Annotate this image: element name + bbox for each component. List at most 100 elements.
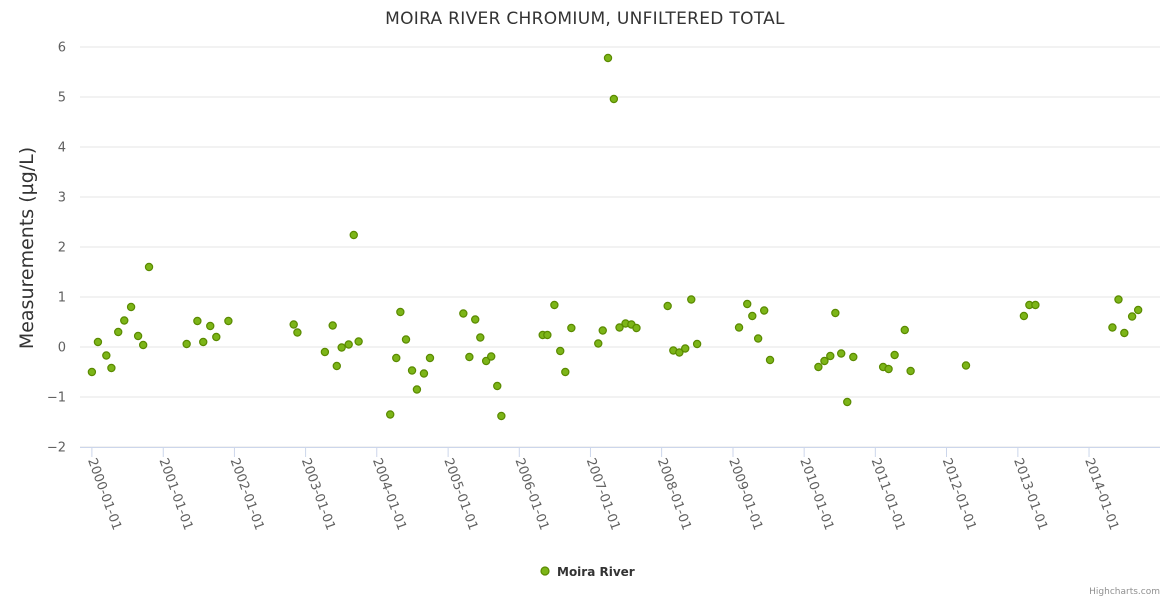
data-point[interactable] [820, 356, 829, 366]
data-point[interactable] [293, 328, 302, 337]
data-point[interactable] [120, 316, 129, 325]
x-tick-label: 2004-01-01 [369, 456, 409, 532]
data-point[interactable] [497, 411, 506, 421]
data-point[interactable] [603, 53, 613, 63]
data-point[interactable] [734, 323, 744, 332]
data-point[interactable] [465, 352, 474, 362]
data-point[interactable] [107, 363, 116, 373]
data-point[interactable] [349, 230, 358, 240]
data-point[interactable] [138, 340, 148, 350]
credits-link[interactable]: Highcharts.com [1089, 587, 1160, 597]
data-point[interactable] [692, 339, 702, 349]
data-point[interactable] [481, 356, 491, 366]
data-point[interactable] [681, 344, 690, 353]
data-point[interactable] [93, 337, 103, 347]
data-point[interactable] [900, 325, 909, 335]
data-point[interactable] [487, 352, 496, 361]
data-point[interactable] [765, 355, 775, 365]
data-point[interactable] [1127, 312, 1137, 321]
data-point[interactable] [392, 353, 401, 363]
data-point[interactable] [814, 362, 823, 372]
data-point[interactable] [337, 343, 346, 352]
data-point[interactable] [567, 323, 576, 333]
data-point[interactable] [687, 295, 696, 304]
data-point[interactable] [471, 315, 480, 324]
data-point[interactable] [102, 351, 111, 360]
data-point[interactable] [961, 361, 971, 370]
data-point[interactable] [743, 299, 752, 309]
data-point[interactable] [753, 334, 763, 343]
data-point[interactable] [459, 309, 468, 318]
data-point[interactable] [412, 385, 422, 394]
data-point[interactable] [344, 340, 353, 349]
data-point[interactable] [837, 349, 846, 358]
data-point[interactable] [615, 323, 624, 332]
x-tick-label: 2011-01-01 [868, 456, 908, 532]
x-tick-label: 2005-01-01 [440, 456, 480, 532]
data-point[interactable] [212, 332, 221, 342]
data-point[interactable] [748, 311, 757, 321]
data-point[interactable] [543, 330, 552, 340]
data-point[interactable] [320, 347, 330, 357]
data-point[interactable] [199, 337, 208, 347]
data-point[interactable] [1114, 295, 1123, 304]
data-point[interactable] [114, 327, 123, 337]
data-point[interactable] [550, 300, 559, 310]
data-point[interactable] [476, 333, 485, 342]
data-point[interactable] [663, 301, 672, 311]
legend-label[interactable]: Moira River [557, 565, 635, 579]
data-point[interactable] [1019, 311, 1029, 321]
data-point[interactable] [632, 323, 641, 333]
data-point[interactable] [401, 335, 411, 344]
y-tick-label: 0 [58, 341, 66, 356]
data-point[interactable] [890, 350, 899, 360]
legend-marker-icon[interactable] [540, 566, 550, 576]
data-point[interactable] [831, 308, 840, 318]
x-tick-label: 2003-01-01 [298, 456, 338, 532]
data-point[interactable] [407, 366, 417, 375]
x-tick-label: 2000-01-01 [84, 456, 124, 532]
data-point[interactable] [144, 262, 154, 272]
data-point[interactable] [849, 352, 858, 362]
data-point[interactable] [133, 331, 143, 341]
data-point[interactable] [1031, 300, 1040, 310]
data-point[interactable] [224, 316, 233, 326]
data-point[interactable] [1133, 305, 1143, 315]
data-point[interactable] [332, 361, 341, 371]
data-point[interactable] [354, 337, 363, 346]
y-tick-label: 6 [58, 41, 66, 56]
data-point[interactable] [87, 367, 97, 377]
data-point[interactable] [675, 348, 684, 357]
data-point[interactable] [386, 410, 395, 419]
data-point[interactable] [906, 366, 915, 376]
data-point[interactable] [843, 397, 852, 407]
x-tick-label: 2008-01-01 [654, 456, 694, 532]
data-point[interactable] [1120, 328, 1129, 338]
data-point[interactable] [425, 353, 435, 363]
data-point[interactable] [594, 339, 603, 348]
data-point[interactable] [193, 316, 202, 326]
data-point[interactable] [328, 321, 337, 330]
data-point[interactable] [419, 369, 429, 378]
data-point[interactable] [289, 320, 298, 329]
data-point[interactable] [126, 302, 136, 312]
data-point[interactable] [561, 367, 570, 377]
y-tick-label: −1 [47, 391, 66, 406]
data-point[interactable] [826, 351, 835, 361]
data-point[interactable] [609, 94, 619, 104]
data-point[interactable] [396, 307, 405, 317]
x-tick-label: 2006-01-01 [512, 456, 552, 532]
data-point[interactable] [493, 381, 502, 391]
y-tick-label: 5 [58, 91, 66, 106]
data-point[interactable] [1108, 323, 1117, 332]
data-point[interactable] [206, 321, 215, 331]
data-point[interactable] [556, 346, 565, 356]
data-point[interactable] [759, 306, 769, 315]
data-point[interactable] [182, 339, 191, 349]
y-tick-label: 4 [58, 141, 66, 156]
data-point[interactable] [884, 364, 893, 374]
data-point[interactable] [598, 326, 607, 335]
legend[interactable]: Moira River [540, 565, 635, 579]
x-tick-label: 2014-01-01 [1081, 456, 1121, 532]
